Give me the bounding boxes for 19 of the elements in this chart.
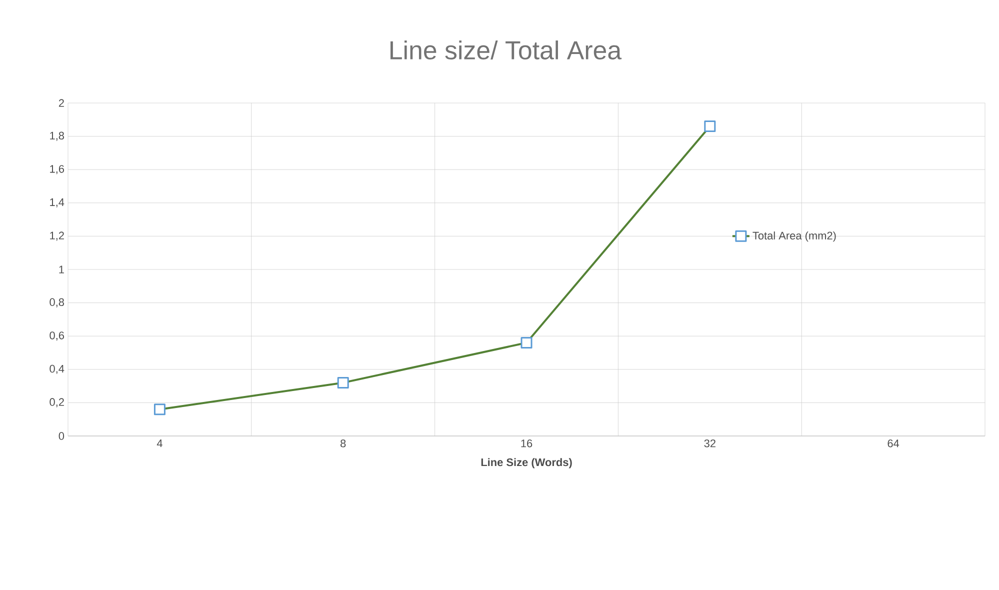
x-tick-label: 16 <box>521 440 532 448</box>
y-tick-label: 0,8 <box>50 298 64 308</box>
x-tick-label: 4 <box>156 440 162 448</box>
y-tick-label: 0,2 <box>50 398 64 408</box>
y-tick-label: 0,6 <box>50 332 64 341</box>
x-tick-label: 8 <box>340 440 346 448</box>
y-tick-label: 1,4 <box>50 198 64 208</box>
chart-title: Line size/ Total Area <box>390 40 622 60</box>
y-tick-label: 1,6 <box>50 165 64 174</box>
y-tick-label: 0,4 <box>50 364 64 374</box>
y-tick-label: 1 <box>59 266 64 274</box>
y-tick-label: 1,2 <box>50 232 64 241</box>
x-tick-label: 64 <box>888 440 900 448</box>
y-tick-label: 2 <box>58 99 64 107</box>
x-tick-label: 32 <box>704 440 716 448</box>
y-tick-label: 0 <box>58 432 64 440</box>
legend-label: Total Area (mm2) <box>752 231 836 242</box>
y-tick-label: 1,8 <box>50 132 64 141</box>
x-axis-title: Line Size (Words) <box>481 458 572 468</box>
